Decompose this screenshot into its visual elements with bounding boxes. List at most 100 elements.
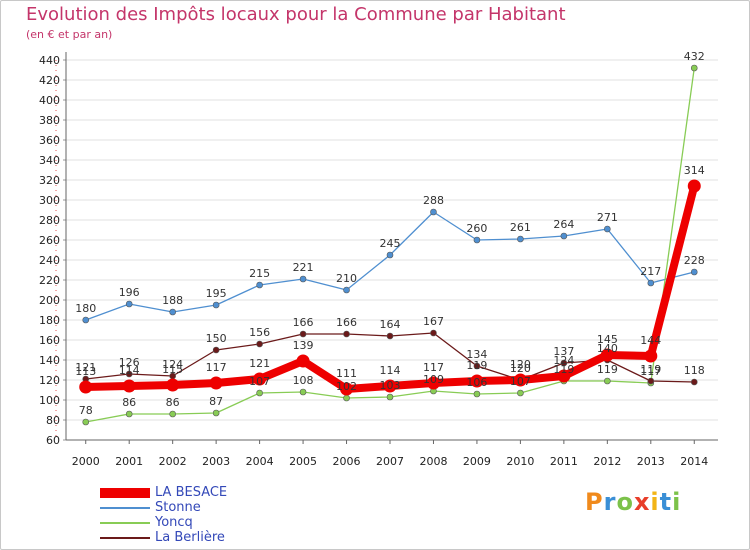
data-point — [212, 301, 220, 309]
y-tick-label: 80 — [46, 414, 60, 427]
data-point — [299, 388, 307, 396]
data-point — [82, 418, 90, 426]
data-point — [296, 354, 310, 368]
data-label: 196 — [119, 286, 140, 299]
data-label: 145 — [597, 333, 618, 346]
data-label: 106 — [466, 376, 487, 389]
chart-title: Evolution des Impôts locaux pour la Comm… — [26, 4, 566, 25]
data-label: 102 — [336, 380, 357, 393]
data-label: 119 — [553, 363, 574, 376]
data-point — [169, 410, 176, 418]
legend-swatch-stonne — [100, 507, 150, 509]
data-point — [473, 390, 481, 398]
data-label: 150 — [206, 332, 227, 345]
data-label: 86 — [166, 396, 180, 409]
data-point — [386, 332, 394, 340]
data-label: 86 — [122, 396, 136, 409]
logo-letter: i — [672, 488, 682, 516]
x-tick-label: 2014 — [680, 455, 708, 468]
data-label: 271 — [597, 211, 618, 224]
data-point — [690, 64, 698, 72]
data-label: 167 — [423, 315, 444, 328]
y-tick-label: 260 — [39, 234, 60, 247]
y-tick-label: 320 — [39, 174, 60, 187]
data-label: 103 — [380, 379, 401, 392]
proxiti-logo: Proxiti — [585, 488, 681, 516]
x-tick-label: 2009 — [463, 455, 491, 468]
logo-letter: t — [659, 488, 673, 516]
data-label: 107 — [249, 375, 270, 388]
data-point — [169, 308, 176, 316]
data-point — [517, 235, 524, 243]
data-label: 117 — [640, 365, 661, 378]
data-point — [600, 348, 614, 362]
x-tick-label: 2007 — [376, 455, 404, 468]
data-label: 139 — [293, 339, 314, 352]
data-label: 121 — [249, 357, 270, 370]
data-label: 119 — [597, 363, 618, 376]
data-label: 164 — [380, 318, 401, 331]
data-label: 114 — [119, 364, 140, 377]
x-tick-label: 2005 — [289, 455, 317, 468]
data-label: 221 — [293, 261, 314, 274]
data-label: 188 — [162, 294, 183, 307]
data-point — [125, 300, 133, 308]
data-point — [383, 379, 397, 393]
legend-label: LA BESACE — [155, 485, 228, 500]
data-point — [212, 409, 220, 417]
data-point — [690, 268, 698, 276]
data-point — [687, 179, 701, 193]
y-tick-label: 280 — [39, 214, 60, 227]
data-label: 124 — [553, 354, 574, 367]
y-tick-label: 120 — [39, 374, 60, 387]
y-tick-label: 200 — [39, 294, 60, 307]
y-tick-label: 100 — [39, 394, 60, 407]
data-point — [430, 329, 437, 337]
data-label: 166 — [293, 316, 314, 329]
y-tick-label: 440 — [39, 54, 60, 67]
data-label: 108 — [293, 374, 314, 387]
data-point — [343, 330, 350, 338]
data-point — [299, 275, 307, 283]
logo-letter: x — [633, 488, 651, 516]
x-tick-label: 2002 — [159, 455, 187, 468]
x-tick-label: 2011 — [550, 455, 578, 468]
data-label: 117 — [423, 361, 444, 374]
data-label: 432 — [684, 50, 705, 63]
logo-letter: i — [650, 488, 660, 516]
data-label: 288 — [423, 194, 444, 207]
x-tick-label: 2008 — [419, 455, 447, 468]
data-point — [560, 359, 568, 367]
data-point — [125, 410, 133, 418]
data-label: 114 — [380, 364, 401, 377]
data-label: 210 — [336, 272, 357, 285]
data-point — [473, 362, 481, 370]
data-point — [513, 373, 527, 387]
data-point — [604, 225, 611, 233]
data-point — [473, 236, 481, 244]
data-label: 118 — [684, 364, 705, 377]
x-tick-label: 2000 — [72, 455, 100, 468]
x-tick-label: 2006 — [333, 455, 361, 468]
data-label: 195 — [206, 287, 227, 300]
data-label: 228 — [684, 254, 705, 267]
data-point — [343, 394, 350, 402]
data-point — [647, 279, 655, 287]
data-label: 119 — [640, 363, 661, 376]
data-label: 215 — [249, 267, 270, 280]
legend-swatch-la-berliere — [100, 537, 150, 539]
data-label: 144 — [640, 334, 661, 347]
logo-letter: o — [616, 488, 634, 516]
data-point — [343, 286, 350, 294]
data-label: 87 — [209, 395, 223, 408]
data-point — [299, 330, 307, 338]
data-label: 120 — [510, 358, 531, 371]
data-label: 245 — [380, 237, 401, 250]
data-label: 115 — [162, 363, 183, 376]
x-tick-label: 2012 — [593, 455, 621, 468]
data-point — [125, 370, 133, 378]
data-point — [560, 232, 568, 240]
data-point — [517, 389, 524, 397]
data-label: 314 — [684, 164, 705, 177]
